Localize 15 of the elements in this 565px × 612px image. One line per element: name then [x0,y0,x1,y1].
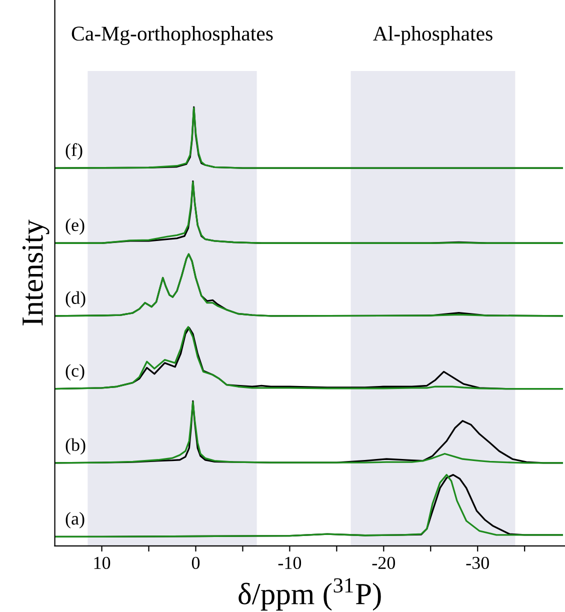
x-tick-label: -10 [278,556,302,570]
x-tick-label: 10 [94,556,110,570]
y-axis-title: Intensity [22,220,50,326]
x-tick-label: -20 [372,556,396,570]
band-label: Al-phosphates [373,26,492,45]
x-tick-label: -30 [466,556,489,570]
x-tick-label: 0 [192,556,200,570]
annotation: (c) [66,364,84,380]
annotation: (f) [66,143,82,160]
annotation: (e) [66,218,84,235]
band-label: Ca-Mg-orthophosphates [72,26,273,45]
annotation: (d) [66,291,86,308]
x-axis-title: δ/ppm ($^{31}$P) [238,578,381,611]
annotation: (b) [66,438,86,455]
annotation: (a) [66,512,84,528]
